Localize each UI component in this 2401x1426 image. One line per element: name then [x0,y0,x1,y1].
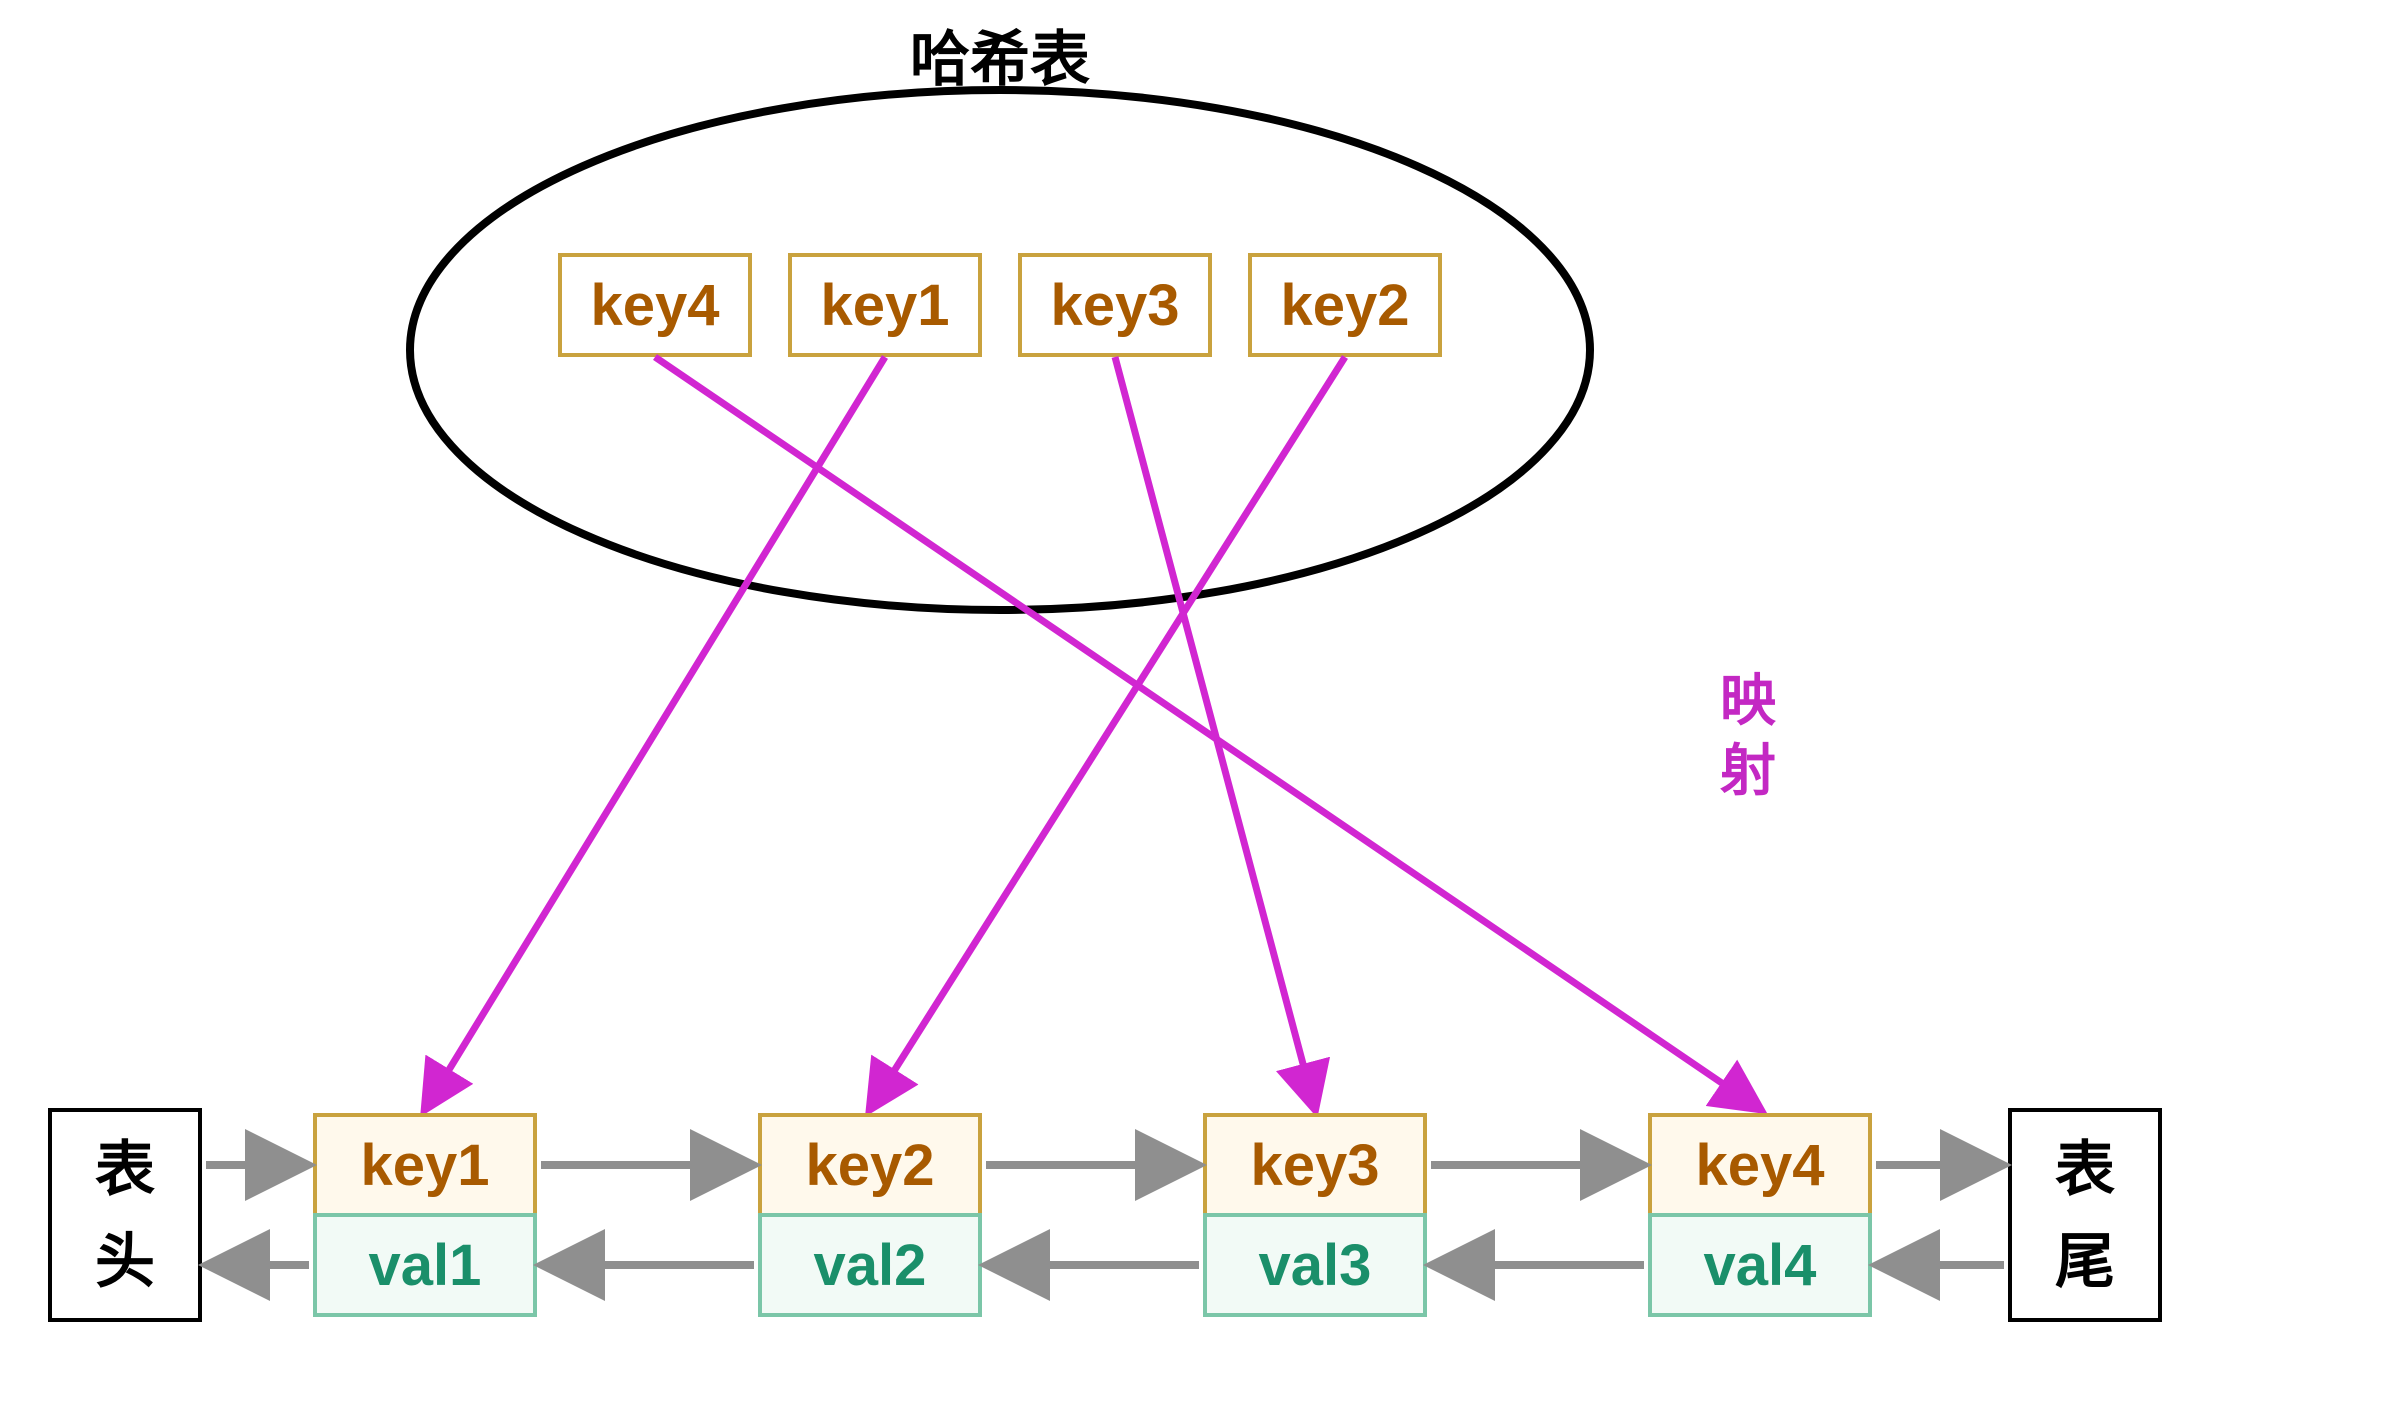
list-tail-box: 表尾 [2010,1110,2160,1320]
hash-boxes: key4 key1 key3 key2 [560,255,1440,355]
endcap-text: 表 [95,1136,155,1203]
diagram-title: 哈希表 [910,26,1090,93]
list-nodes: key1 val1 key2 val2 key3 val3 key4 val4 [315,1115,1870,1315]
list-node-val-label: val4 [1704,1233,1817,1298]
mapping-arrow [655,357,1760,1109]
hash-key-label: key3 [1050,273,1179,338]
endcap-text: 尾 [2055,1228,2115,1295]
endcap-text: 头 [95,1228,155,1295]
mapping-label-line1: 映 [1720,669,1776,732]
mapping-arrow [870,357,1345,1109]
diagram-canvas: 哈希表 key4key1key3key2 映 射 表头 表尾 key1val1k… [0,0,2401,1426]
hash-key-label: key4 [590,273,719,338]
list-node-key-label: key2 [805,1133,934,1198]
list-node-val-label: val1 [369,1233,482,1298]
list-node-key-label: key1 [360,1133,489,1198]
list-head-box: 表头 [50,1110,200,1320]
endcap-text: 表 [2055,1136,2115,1203]
hash-key-label: key1 [820,273,949,338]
list-node-val-label: val2 [814,1233,927,1298]
hash-key-label: key2 [1280,273,1409,338]
list-node-val-label: val3 [1259,1233,1372,1298]
list-node-key-label: key4 [1695,1133,1824,1198]
mapping-arrows [425,357,1760,1109]
list-node-key-label: key3 [1250,1133,1379,1198]
mapping-arrow [1115,357,1315,1109]
mapping-label-line2: 射 [1720,739,1776,802]
